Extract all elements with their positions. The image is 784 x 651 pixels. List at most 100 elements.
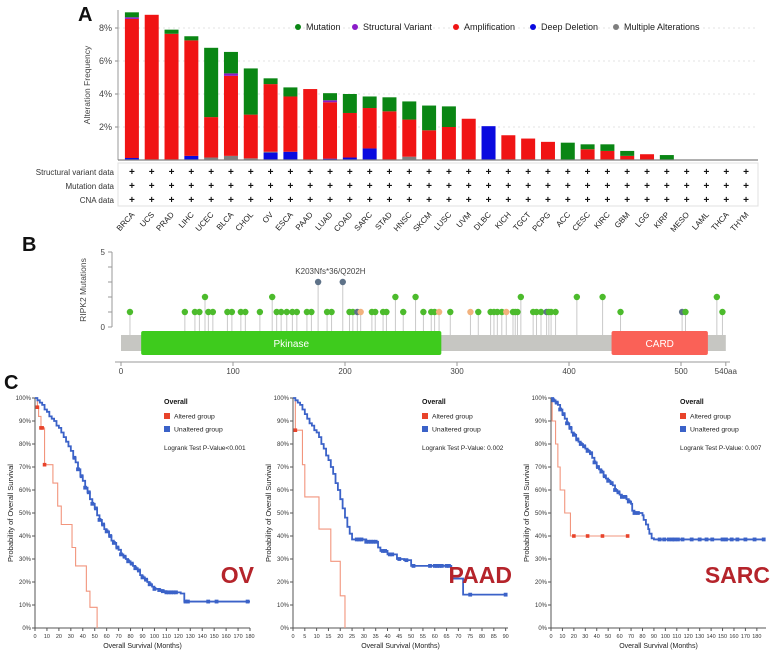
x-tick-label: 60 bbox=[104, 634, 110, 640]
track-plus: + bbox=[268, 195, 274, 206]
bar-lihc bbox=[184, 36, 199, 160]
altered-censor-mark bbox=[35, 405, 40, 409]
bar-segment bbox=[243, 158, 258, 160]
legend-swatch bbox=[164, 426, 170, 432]
unaltered-censor-mark bbox=[86, 490, 91, 495]
track-plus: + bbox=[248, 181, 254, 192]
unaltered-censor-mark bbox=[371, 539, 376, 544]
x-tick-label: 20 bbox=[571, 634, 577, 640]
unaltered-censor-mark bbox=[582, 444, 587, 449]
km-plot-ov: 0% 10% 20% 30% 40% 50% 60% 70% 80% 90% 100% 0 10 20 30… bbox=[6, 396, 255, 650]
bar-segment bbox=[323, 100, 338, 103]
unaltered-censor-mark bbox=[185, 599, 190, 604]
bar-segment bbox=[362, 148, 377, 160]
track-plus: + bbox=[684, 167, 690, 178]
bar-segment bbox=[422, 130, 437, 160]
track-plus: + bbox=[387, 195, 393, 206]
bar-segment bbox=[124, 17, 139, 19]
bar-segment bbox=[164, 29, 179, 34]
category-label: ACC bbox=[554, 210, 572, 229]
unaltered-censor-mark bbox=[164, 590, 169, 595]
bar-segment bbox=[263, 78, 278, 85]
mutation-dot bbox=[494, 308, 501, 316]
legend-dot bbox=[453, 24, 459, 30]
track-plus: + bbox=[585, 181, 591, 192]
category-label: UCEC bbox=[194, 210, 216, 233]
mutation-dot bbox=[228, 308, 236, 316]
x-tick-label: 400 bbox=[562, 367, 576, 376]
x-tick-label: 35 bbox=[373, 634, 379, 640]
ripk2-lollipop-plot: 5 0 RIPK2 Mutations Pkinase CARD K203Nfs*36/Q… bbox=[78, 248, 737, 376]
x-tick-label: 70 bbox=[628, 634, 634, 640]
unaltered-censor-mark bbox=[578, 442, 583, 446]
unaltered-censor-mark bbox=[571, 432, 576, 437]
unaltered-censor-mark bbox=[214, 599, 219, 604]
mutation-dot bbox=[552, 308, 559, 316]
mutation-dot bbox=[256, 308, 264, 316]
bar-segment bbox=[501, 135, 516, 160]
mutation-dot bbox=[242, 308, 249, 316]
legend-group-label: Unaltered group bbox=[174, 427, 223, 434]
y-tick-label: 10% bbox=[19, 603, 32, 609]
bar-uvm bbox=[461, 118, 476, 160]
bar-segment bbox=[481, 126, 496, 160]
mutation-dot bbox=[400, 308, 407, 316]
category-label: HNSC bbox=[392, 210, 414, 233]
km-plot-paad: 0% 10% 20% 30% 40% 50% 60% 70% 80% 90% 100% 0 5 10 15 2… bbox=[264, 396, 512, 650]
bar-ucec bbox=[204, 47, 219, 160]
unaltered-censor-mark bbox=[90, 501, 95, 506]
mutation-dot bbox=[237, 308, 245, 316]
unaltered-censor-mark bbox=[636, 511, 640, 515]
bar-luad bbox=[323, 93, 338, 160]
track-plus: + bbox=[723, 167, 729, 178]
x-tick-label: 40 bbox=[80, 634, 86, 640]
x-tick-label: 25 bbox=[349, 634, 355, 640]
mutation-dot bbox=[713, 293, 721, 301]
track-plus: + bbox=[466, 195, 472, 206]
track-plus: + bbox=[723, 181, 729, 192]
track-plus: + bbox=[307, 181, 313, 192]
y-tick-label: 2% bbox=[99, 122, 112, 132]
x-tick-label: 180 bbox=[752, 634, 761, 640]
legend-swatch bbox=[422, 413, 428, 419]
unaltered-censor-mark bbox=[561, 412, 566, 416]
category-label: TGCT bbox=[511, 210, 532, 232]
bar-segment bbox=[323, 93, 338, 101]
y-tick-label: 30% bbox=[19, 557, 32, 563]
mutation-dot bbox=[201, 293, 209, 301]
unaltered-censor-mark bbox=[672, 537, 677, 542]
x-tick-label: 20 bbox=[337, 634, 343, 640]
x-tick-label: 15 bbox=[325, 634, 331, 640]
y-tick-label: 6% bbox=[99, 56, 112, 66]
bar-kirp bbox=[659, 155, 674, 160]
unaltered-censor-mark bbox=[704, 537, 709, 542]
category-label: COAD bbox=[332, 210, 354, 233]
mutation-dot bbox=[283, 308, 290, 316]
unaltered-censor-mark bbox=[626, 499, 631, 504]
unaltered-censor-mark bbox=[404, 558, 409, 563]
altered-censor-mark bbox=[42, 462, 47, 467]
bar-ov bbox=[263, 78, 278, 160]
category-label: SARC bbox=[353, 210, 375, 233]
track-plus: + bbox=[406, 167, 412, 178]
track-plus: + bbox=[565, 195, 571, 206]
bar-segment bbox=[362, 108, 377, 149]
unaltered-censor-mark bbox=[380, 549, 385, 553]
track-plus: + bbox=[287, 167, 293, 178]
unaltered-censor-mark bbox=[609, 481, 614, 485]
x-tick-label: 130 bbox=[695, 634, 704, 640]
mutation-dot bbox=[349, 308, 357, 316]
legend-title: Overall bbox=[164, 399, 188, 406]
y-tick-label: 40% bbox=[535, 534, 548, 540]
x-tick-label: 160 bbox=[222, 634, 231, 640]
unaltered-censor-mark bbox=[390, 552, 395, 557]
y-tick-label: 20% bbox=[277, 580, 290, 586]
track-plus: + bbox=[624, 167, 630, 178]
bar-segment bbox=[422, 105, 437, 131]
category-label: LGG bbox=[634, 210, 652, 229]
bar-segment bbox=[283, 151, 298, 160]
category-label: UVM bbox=[455, 210, 474, 229]
x-tick-label: 100 bbox=[150, 634, 159, 640]
unaltered-censor-mark bbox=[602, 474, 607, 479]
